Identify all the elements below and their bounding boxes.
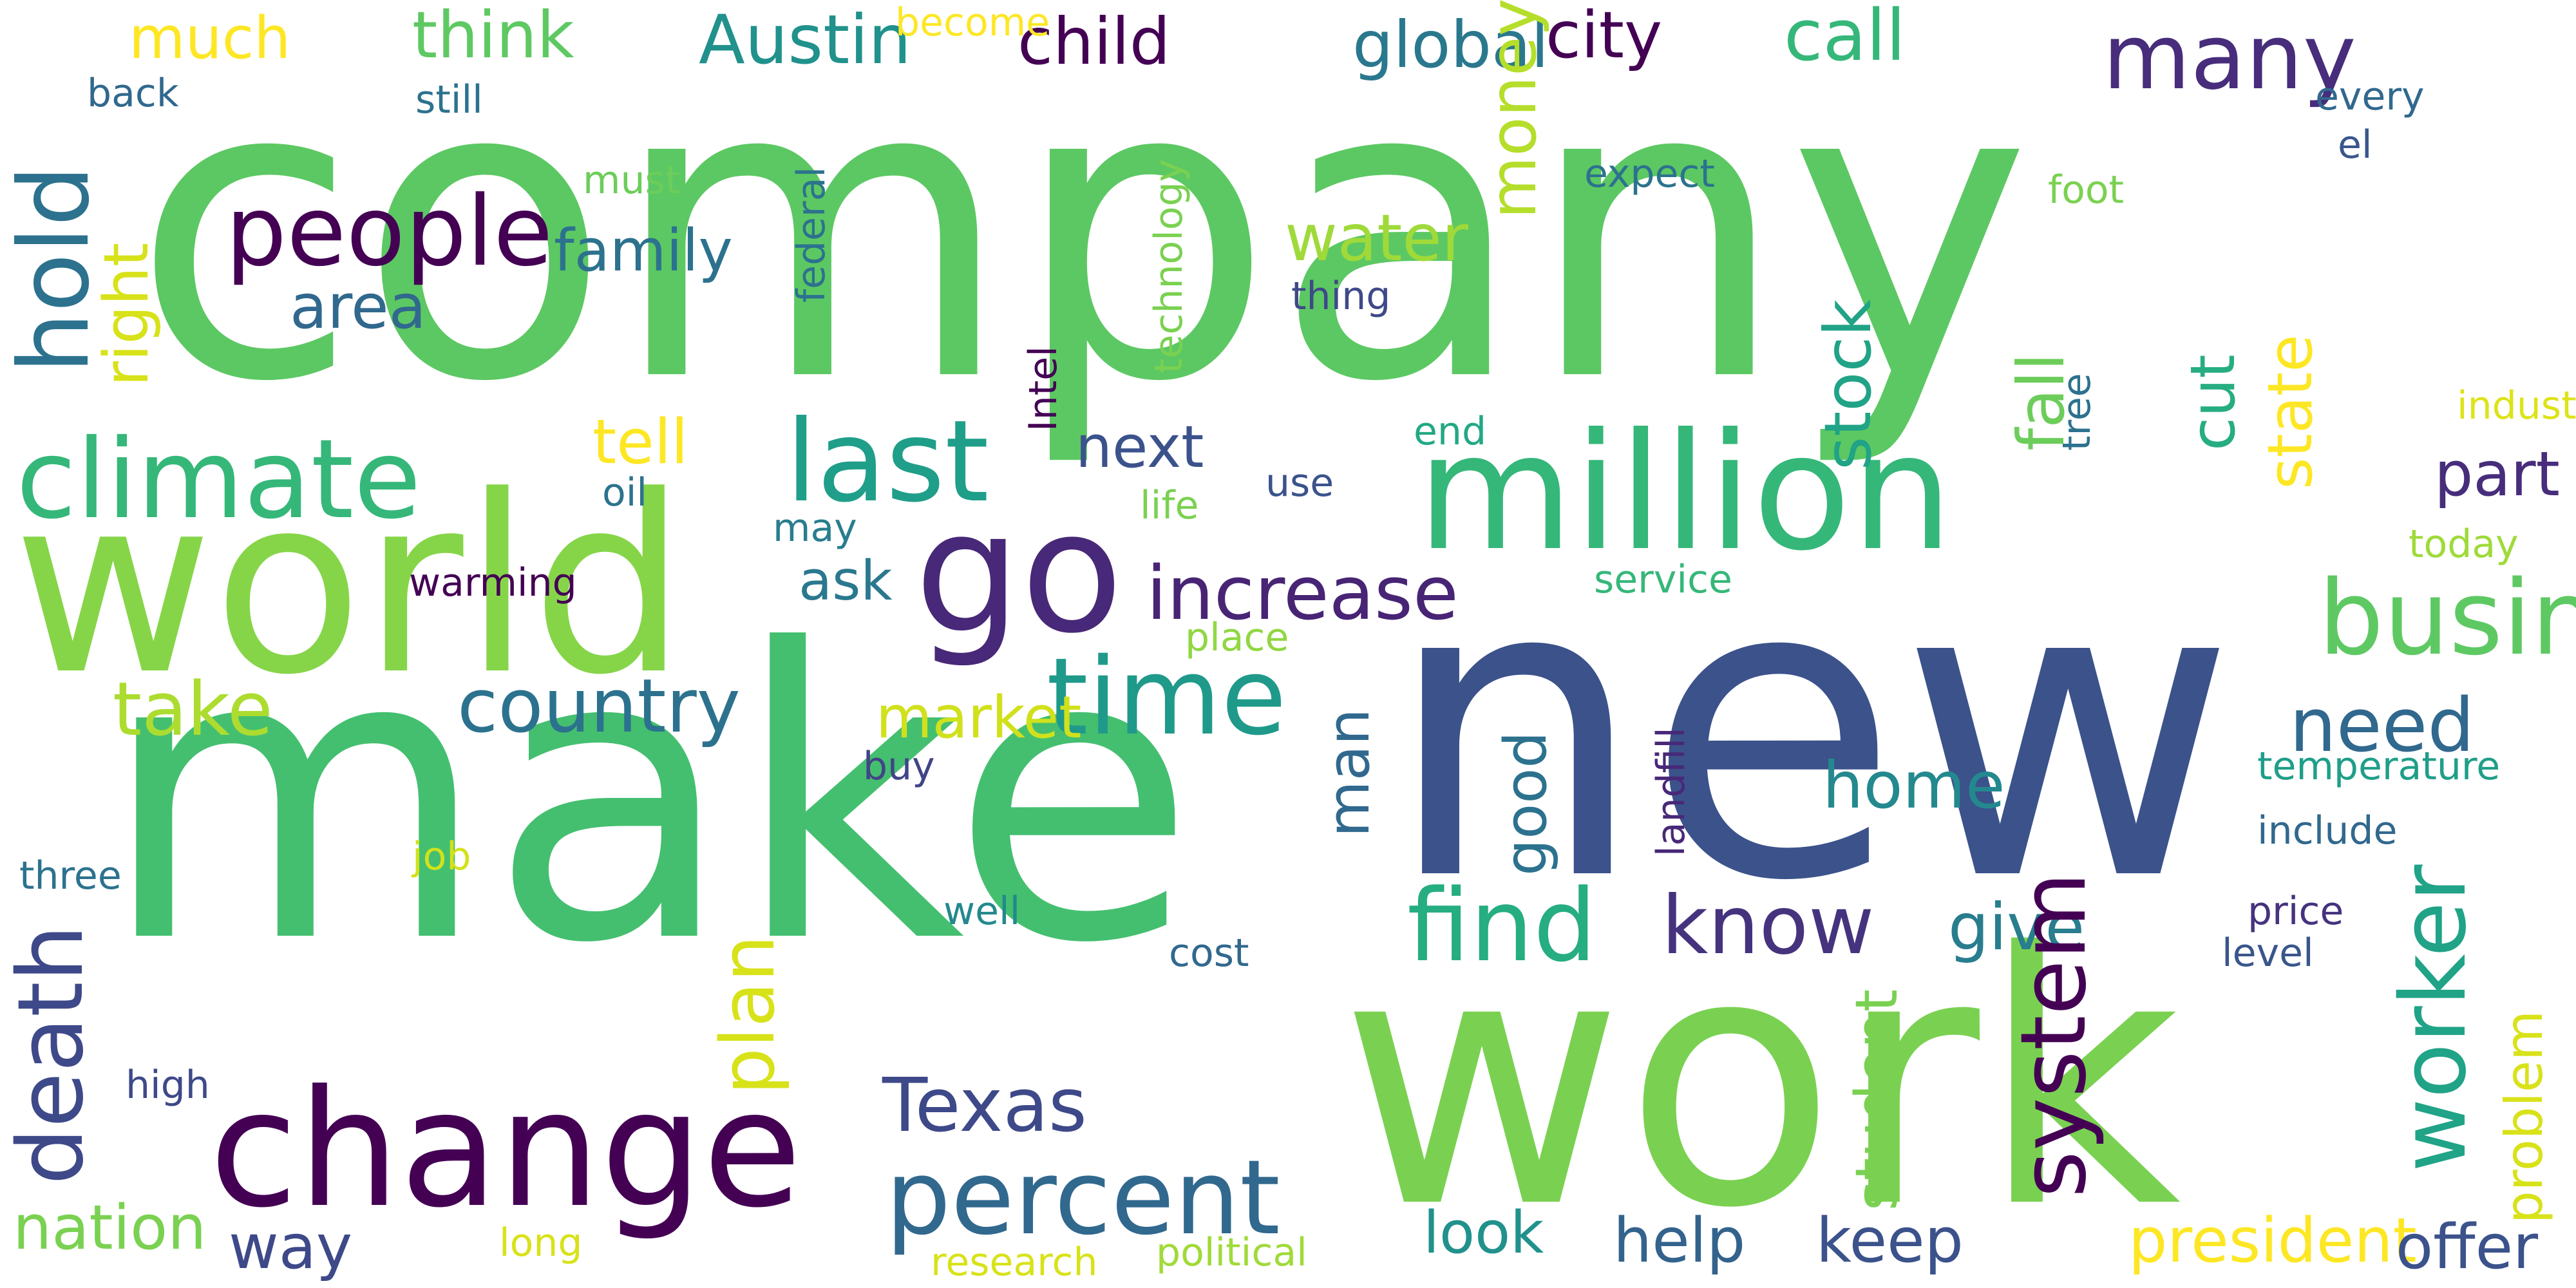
word-technology: landfill <box>1649 727 1694 857</box>
word-people: worker <box>2382 864 2486 1173</box>
word-warming: stock <box>1810 299 1886 470</box>
word-service: cut <box>2178 354 2249 451</box>
word-include: student <box>1843 989 1911 1211</box>
word-state: job <box>412 834 471 879</box>
word-next: keep <box>1816 1206 1964 1276</box>
word-become: today <box>2409 522 2519 567</box>
word-increase: plan <box>705 934 791 1095</box>
word-city: Austin <box>699 1 911 79</box>
word-temperature: problem <box>2494 1010 2554 1224</box>
word-hold: life <box>1140 483 1199 528</box>
word-research: federal <box>789 166 834 303</box>
word-business: many <box>2103 5 2356 110</box>
word-take: business <box>2318 558 2576 678</box>
word-call: know <box>1662 879 1875 972</box>
word-still: end <box>1414 409 1487 454</box>
word-must: el <box>2338 122 2372 167</box>
word-tell: help <box>1613 1206 1746 1276</box>
word-way: water <box>1285 200 1468 276</box>
word-child: president <box>2128 1206 2417 1276</box>
word-system: long <box>499 1220 583 1265</box>
word-may: part <box>2434 439 2560 510</box>
word-think: country <box>457 663 741 750</box>
word-landfill: cost <box>1169 931 1249 976</box>
word-death: may <box>773 506 857 551</box>
word-money: temperature <box>2257 744 2501 789</box>
word-percent: percent <box>886 1137 1280 1258</box>
word-market: much <box>129 5 291 72</box>
word-el: foot <box>2048 167 2125 213</box>
word-end: next <box>1075 413 1204 481</box>
word-long: still <box>415 77 483 122</box>
word-thing: oil <box>602 470 648 515</box>
word-part: nation <box>13 1193 207 1264</box>
word-worker: research <box>931 1240 1098 1285</box>
word-price: good <box>1492 731 1560 876</box>
word-area: look <box>1423 1199 1544 1267</box>
word-look: home <box>1823 748 2005 823</box>
word-climate: climate <box>16 416 421 544</box>
word-family: think <box>412 0 574 73</box>
word-need: system <box>2002 871 2107 1198</box>
word-last: last <box>786 397 989 527</box>
word-today: every <box>2315 74 2425 119</box>
word-right: use <box>1265 460 1334 506</box>
word-Intel: place <box>1185 615 1289 660</box>
word-cost: back <box>87 71 179 116</box>
word-job: money <box>1475 0 1551 219</box>
word-world: world <box>13 443 687 728</box>
word-tree: level <box>2222 931 2314 976</box>
word-use: ask <box>799 549 893 613</box>
word-three: right <box>91 242 162 386</box>
word-fall: price <box>2248 889 2344 934</box>
word-time: time <box>1046 635 1287 759</box>
word-know: death <box>0 924 104 1185</box>
word-find: find <box>1407 867 1597 984</box>
word-give: city <box>1546 0 1663 73</box>
word-well: must <box>583 158 681 203</box>
word-much: increase <box>1146 551 1459 637</box>
word-high: become <box>895 0 1050 45</box>
word-president: Texas <box>882 1063 1087 1149</box>
word-political: technology <box>1146 158 1191 374</box>
word-offer: give <box>1948 889 2085 965</box>
word-make: make <box>100 566 1197 1030</box>
word-change: change <box>209 1056 802 1243</box>
word-stock: include <box>2257 808 2398 853</box>
word-foot: thing <box>1291 274 1391 319</box>
word-million: million <box>1417 399 1953 586</box>
word-help: market <box>876 684 1082 752</box>
word-plan: warming <box>409 560 577 605</box>
word-man: three <box>19 853 122 898</box>
word-good: well <box>943 889 1021 934</box>
word-Texas: hold <box>0 165 111 374</box>
word-life: area <box>290 272 426 343</box>
word-problem: political <box>1156 1230 1307 1275</box>
word-company: company <box>132 0 2032 471</box>
word-home: global <box>1352 7 1549 82</box>
word-student: high <box>126 1063 210 1108</box>
word-level: man <box>1315 708 1383 837</box>
word-ask: offer <box>2396 1212 2539 1283</box>
word-expect: Intel <box>1021 346 1066 431</box>
word-keep: family <box>554 217 733 285</box>
word-buy: state <box>2255 334 2326 489</box>
word-oil: tell <box>592 407 688 478</box>
word-every: expect <box>1584 151 1715 196</box>
word-work: work <box>1340 880 2181 1284</box>
word-many: people <box>225 176 553 288</box>
word-country: take <box>113 667 273 753</box>
word-new: new <box>1385 491 2237 971</box>
word-cut: buy <box>863 744 935 789</box>
word-go: go <box>914 476 1124 670</box>
word-global: call <box>1784 0 1906 77</box>
word-back: industry <box>2457 383 2576 428</box>
word-industry: tree <box>2054 373 2099 451</box>
word-nation: way <box>229 1212 353 1283</box>
word-water: child <box>1018 4 1171 79</box>
word-Austin: need <box>2289 683 2475 769</box>
word-federal: service <box>1594 557 1732 602</box>
